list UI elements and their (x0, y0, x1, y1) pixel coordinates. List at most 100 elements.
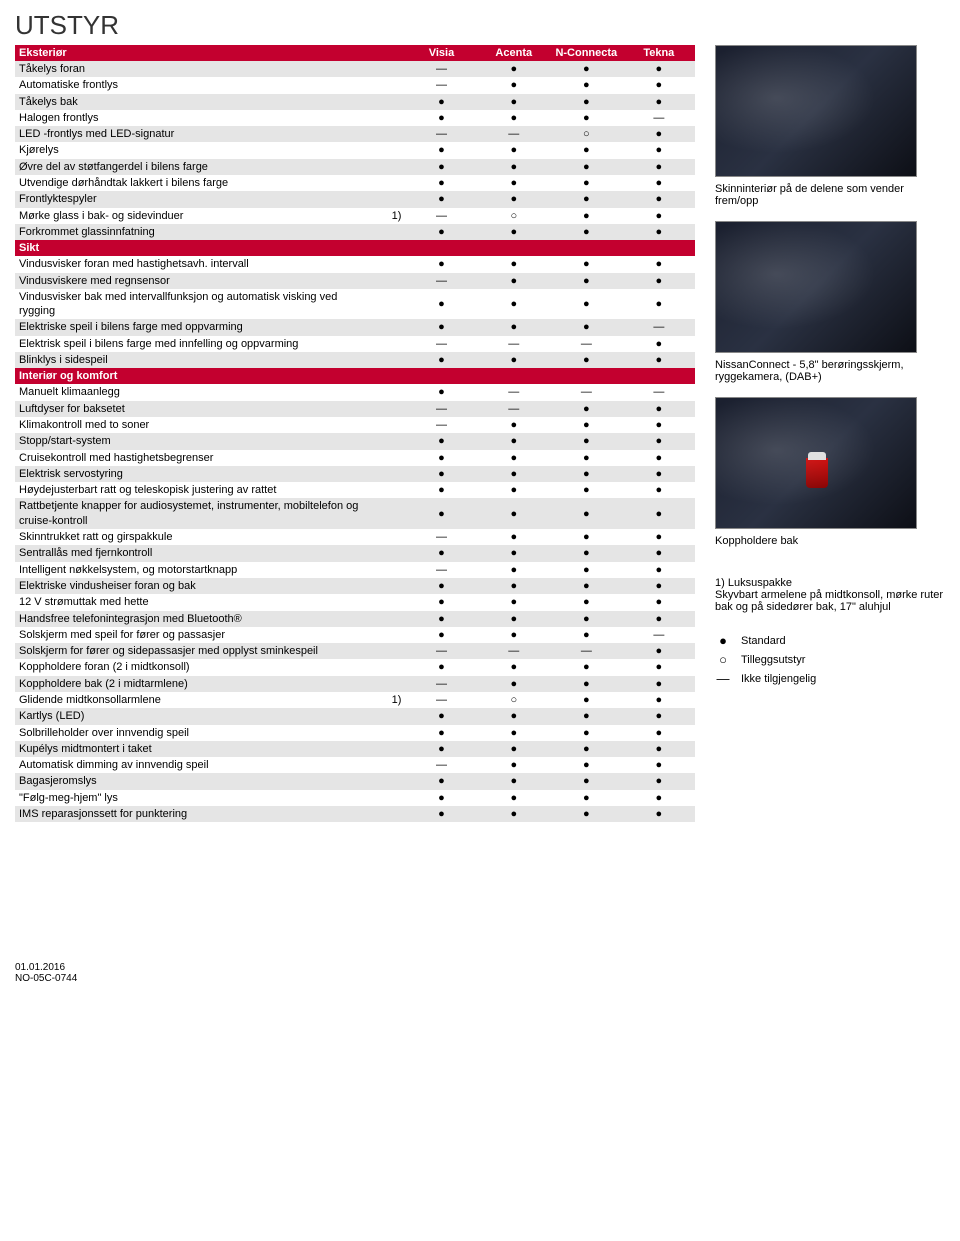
feature-label: 12 V strømuttak med hette (15, 594, 378, 610)
feature-label: Tåkelys foran (15, 61, 378, 77)
feature-value: ● (623, 450, 695, 466)
section-header: Eksteriør (15, 45, 378, 61)
feature-value: ● (478, 725, 550, 741)
table-row: Koppholdere bak (2 i midtarmlene)—●●● (15, 676, 695, 692)
feature-label: Frontlyktespyler (15, 191, 378, 207)
feature-note (378, 110, 406, 126)
legend: ●Standard○Tilleggsutstyr—Ikke tilgjengel… (715, 633, 945, 686)
feature-value: ● (550, 352, 623, 368)
feature-value: ● (478, 659, 550, 675)
feature-value: ● (405, 725, 477, 741)
feature-value: ● (550, 529, 623, 545)
caption-1: Skinninteriør på de delene som vender fr… (715, 183, 945, 207)
table-row: 12 V strømuttak med hette●●●● (15, 594, 695, 610)
feature-value: ● (623, 61, 695, 77)
feature-value: ● (550, 256, 623, 272)
feature-note (378, 159, 406, 175)
feature-value: ● (623, 482, 695, 498)
table-row: Automatiske frontlys—●●● (15, 77, 695, 93)
table-row: Elektrisk speil i bilens farge med innfe… (15, 336, 695, 352)
legend-text: Standard (741, 635, 786, 647)
feature-value: ● (623, 773, 695, 789)
feature-value: ● (478, 450, 550, 466)
table-row: Utvendige dørhåndtak lakkert i bilens fa… (15, 175, 695, 191)
feature-value: ● (623, 208, 695, 224)
feature-value: ● (478, 578, 550, 594)
legend-symbol: ● (715, 633, 731, 648)
feature-label: "Følg-meg-hjem" lys (15, 790, 378, 806)
feature-value: ● (405, 659, 477, 675)
feature-value: ● (550, 594, 623, 610)
feature-value: — (405, 77, 477, 93)
feature-value: — (405, 61, 477, 77)
page-title: UTSTYR (15, 10, 945, 41)
feature-value: ● (550, 289, 623, 320)
legend-row: —Ikke tilgjengelig (715, 671, 945, 686)
feature-value: — (405, 208, 477, 224)
main-layout: EksteriørVisiaAcentaN-ConnectaTeknaTåkel… (15, 45, 945, 822)
feature-value: ● (623, 498, 695, 529)
feature-value: ● (550, 578, 623, 594)
feature-value: ● (623, 594, 695, 610)
feature-value: ● (478, 110, 550, 126)
feature-value: ● (550, 94, 623, 110)
feature-value: ● (405, 578, 477, 594)
table-row: Frontlyktespyler●●●● (15, 191, 695, 207)
equipment-table: EksteriørVisiaAcentaN-ConnectaTeknaTåkel… (15, 45, 695, 822)
feature-label: Koppholdere foran (2 i midtkonsoll) (15, 659, 378, 675)
feature-value: — (405, 676, 477, 692)
feature-value: ● (478, 611, 550, 627)
table-row: Intelligent nøkkelsystem, og motorstartk… (15, 562, 695, 578)
feature-value: ● (550, 417, 623, 433)
feature-value: ● (623, 94, 695, 110)
feature-label: Elektrisk speil i bilens farge med innfe… (15, 336, 378, 352)
feature-value: ● (478, 256, 550, 272)
feature-value: — (550, 384, 623, 400)
feature-note (378, 790, 406, 806)
feature-note (378, 708, 406, 724)
feature-value: ● (550, 159, 623, 175)
table-row: Kartlys (LED)●●●● (15, 708, 695, 724)
feature-value: ● (478, 289, 550, 320)
feature-note: 1) (378, 692, 406, 708)
feature-value: ● (478, 545, 550, 561)
feature-note (378, 741, 406, 757)
feature-value: ● (550, 110, 623, 126)
trim-column-header: Visia (405, 45, 477, 61)
feature-label: Elektriske speil i bilens farge med oppv… (15, 319, 378, 335)
feature-value: ○ (478, 692, 550, 708)
feature-value: ● (623, 806, 695, 822)
feature-value: ● (623, 256, 695, 272)
table-row: Rattbetjente knapper for audiosystemet, … (15, 498, 695, 529)
table-row: Glidende midtkonsollarmlene1)—○●● (15, 692, 695, 708)
feature-note (378, 676, 406, 692)
feature-label: Øvre del av støtfangerdel i bilens farge (15, 159, 378, 175)
feature-value: ● (405, 466, 477, 482)
feature-value: ● (478, 627, 550, 643)
feature-note (378, 643, 406, 659)
legend-row: ● Standard (715, 633, 945, 648)
feature-value: ● (550, 208, 623, 224)
feature-value: — (405, 643, 477, 659)
feature-value: ● (405, 498, 477, 529)
interior-seats-image (715, 45, 917, 177)
feature-value: ● (405, 741, 477, 757)
feature-value: ● (478, 433, 550, 449)
table-row: Handsfree telefonintegrasjon med Bluetoo… (15, 611, 695, 627)
feature-value: ● (478, 757, 550, 773)
feature-label: Stopp/start-system (15, 433, 378, 449)
feature-value: ● (550, 273, 623, 289)
table-row: Halogen frontlys●●●— (15, 110, 695, 126)
feature-value: ● (623, 578, 695, 594)
feature-label: Kupélys midtmontert i taket (15, 741, 378, 757)
feature-label: Klimakontroll med to soner (15, 417, 378, 433)
feature-note (378, 142, 406, 158)
feature-label: Elektrisk servostyring (15, 466, 378, 482)
feature-label: Bagasjeromslys (15, 773, 378, 789)
feature-note (378, 466, 406, 482)
feature-label: Manuelt klimaanlegg (15, 384, 378, 400)
feature-value: ● (623, 126, 695, 142)
feature-value: ● (405, 142, 477, 158)
feature-label: Halogen frontlys (15, 110, 378, 126)
feature-value: — (550, 336, 623, 352)
